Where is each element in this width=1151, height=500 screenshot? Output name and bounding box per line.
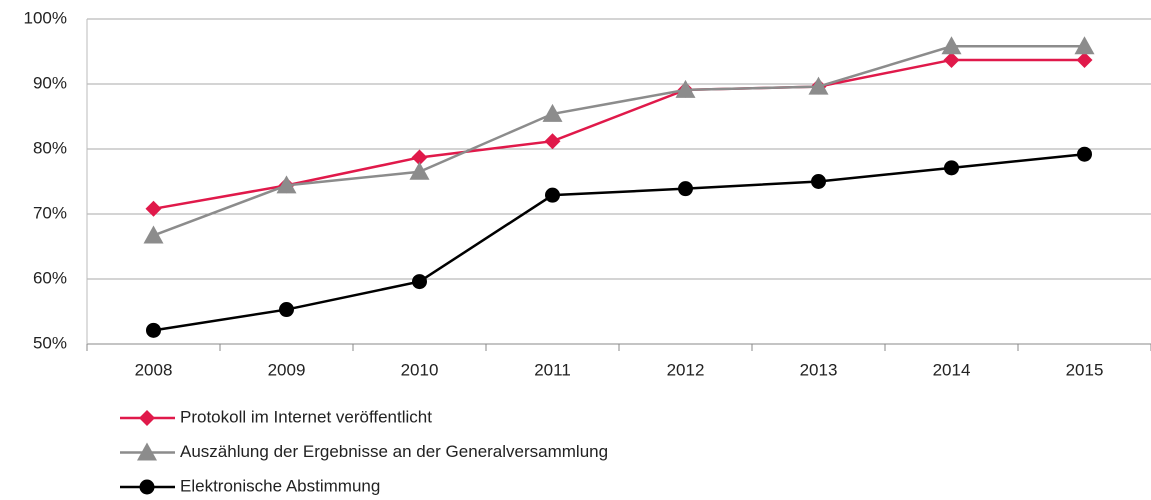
data-point <box>545 187 560 203</box>
x-tick-label: 2011 <box>534 360 571 379</box>
data-point <box>276 175 297 194</box>
legend-marker <box>139 410 155 426</box>
data-point <box>146 322 161 338</box>
data-point <box>675 79 696 98</box>
series-line <box>153 58 1085 211</box>
data-point <box>1074 36 1095 55</box>
legend-marker <box>139 479 155 495</box>
data-point <box>1076 51 1093 68</box>
y-tick-label: 80% <box>33 138 67 157</box>
data-point <box>412 274 427 290</box>
data-point <box>409 161 430 180</box>
y-tick-label: 60% <box>33 268 67 287</box>
legend-label: Protokoll im Internet veröffentlicht <box>180 407 432 426</box>
y-tick-label: 90% <box>33 73 67 92</box>
data-point <box>544 133 561 150</box>
x-tick-label: 2008 <box>135 360 173 379</box>
y-tick-label: 100% <box>24 8 67 27</box>
y-tick-label: 50% <box>33 333 67 352</box>
data-point <box>808 76 829 95</box>
data-point <box>145 200 162 217</box>
data-point <box>279 302 294 318</box>
x-tick-label: 2013 <box>800 360 838 379</box>
x-tick-label: 2015 <box>1066 360 1104 379</box>
data-point <box>941 36 962 55</box>
data-point <box>811 174 826 189</box>
legend-marker <box>137 442 157 461</box>
data-point <box>411 149 428 166</box>
legend-label: Auszählung der Ergebnisse an der General… <box>180 442 608 461</box>
series-line <box>153 45 1085 237</box>
data-point <box>143 225 164 244</box>
data-point <box>678 181 693 197</box>
data-point <box>944 160 959 176</box>
data-point <box>542 103 563 122</box>
data-point <box>1077 146 1092 162</box>
x-tick-label: 2014 <box>933 360 971 379</box>
data-point <box>943 51 960 68</box>
x-tick-label: 2009 <box>268 360 306 379</box>
legend-label: Elektronische Abstimmung <box>180 476 380 495</box>
x-tick-label: 2010 <box>401 360 439 379</box>
x-tick-label: 2012 <box>667 360 705 379</box>
series-line <box>153 152 1085 332</box>
y-tick-label: 70% <box>33 203 67 222</box>
